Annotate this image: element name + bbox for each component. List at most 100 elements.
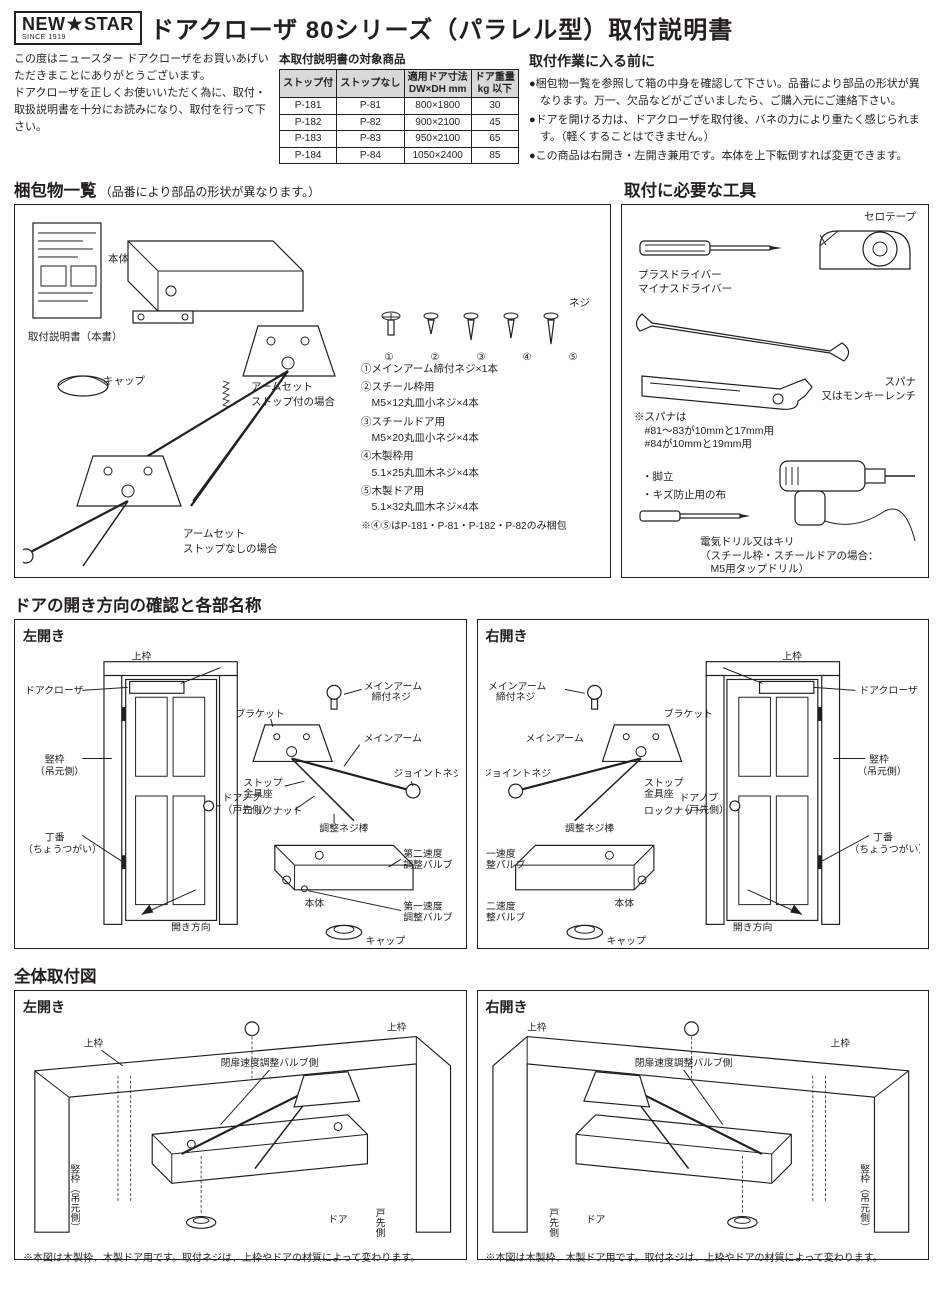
svg-text:調整ネジ棒: 調整ネジ棒 — [319, 821, 368, 834]
svg-text:ブラケット: ブラケット — [663, 707, 712, 720]
svg-text:竪枠（吊元側）: 竪枠（吊元側） — [857, 752, 906, 777]
svg-text:キャップ: キャップ — [606, 935, 646, 946]
svg-text:ストップ金具座: ストップ金具座 — [243, 777, 283, 800]
direction-right-head: 右開き — [486, 626, 921, 646]
logo: NEW★STAR SINCE 1919 — [14, 11, 142, 45]
spec-header: ドア重量 kg 以下 — [471, 70, 518, 98]
tools-panel: プラスドライバー マイナスドライバー セロテープ スパナ 又はモンキーレンチ ※… — [621, 204, 929, 578]
mount-right-panel: 右開き — [477, 990, 930, 1260]
svg-text:上枠: 上枠 — [387, 1021, 407, 1034]
lbl-upper-frame: 上枠 — [132, 650, 152, 663]
screw-num: ① — [383, 350, 396, 366]
intro-text: この度はニュースター ドアクローザをお買いあげいただきまことにありがとうございま… — [14, 51, 269, 167]
svg-text:開き方向: 開き方向 — [171, 920, 210, 933]
svg-text:ドア: ドア — [328, 1214, 348, 1225]
label-drill: 電気ドリル又はキリ （スチール枠・スチールドアの場合： M5用タップドリル） — [700, 536, 879, 577]
spec-cell: 45 — [471, 114, 518, 131]
svg-text:上枠: 上枠 — [527, 1021, 547, 1034]
screw-num: ③ — [475, 350, 488, 366]
svg-text:上枠: 上枠 — [84, 1036, 104, 1049]
direction-left-head: 左開き — [23, 626, 458, 646]
notes-list: ●梱包物一覧を参照して箱の中身を確認して下さい。品番により部品の形状が異なります… — [529, 76, 929, 165]
spec-header: ストップなし — [337, 70, 404, 98]
section-direction-title: ドアの開き方向の確認と各部名称 — [14, 592, 262, 616]
lbl-vframe: 竪枠（吊元側） — [35, 752, 109, 777]
mount-left-caption: ※本図は木製枠、木製ドア用です。取付ネジは、上枠やドアの材質によって変わります。 — [23, 1249, 458, 1264]
svg-text:メインアーム締付ネジ: メインアーム締付ネジ — [487, 680, 545, 703]
screw-num: ④ — [521, 350, 534, 366]
mount-right-caption: ※本図は木製枠、木製ドア用です。取付ネジは、上枠やドアの材質によって変わります。 — [486, 1249, 921, 1264]
svg-text:第一速度調整バルブ: 第一速度調整バルブ — [403, 899, 452, 923]
logo-text-b: STAR — [84, 14, 134, 34]
direction-left-svg: 上枠 ドアクローザ 竪枠（吊元側） 丁番（ちょうつがい） ドアノブ（戸先側） 開… — [23, 646, 458, 946]
page-title: ドアクローザ 80シリーズ（パラレル型）取付説明書 — [150, 10, 733, 45]
svg-text:第一速度調整バルブ: 第一速度調整バルブ — [486, 847, 526, 871]
mount-left-head: 左開き — [23, 997, 458, 1017]
lbl-closer: ドアクローザ — [25, 684, 84, 696]
spec-caption: 本取付説明書の対象商品 — [279, 51, 519, 67]
notes-title: 取付作業に入る前に — [529, 51, 929, 73]
svg-text:第二速度調整バルブ: 第二速度調整バルブ — [486, 899, 526, 923]
notes-item: ●梱包物一覧を参照して箱の中身を確認して下さい。品番により部品の形状が異なります… — [529, 76, 929, 110]
svg-text:ブラケット: ブラケット — [235, 707, 284, 720]
section-package-title: 梱包物一覧 — [14, 177, 97, 201]
svg-text:第二速度調整バルブ: 第二速度調整バルブ — [403, 847, 452, 871]
spec-cell: P-182 — [280, 114, 337, 131]
label-stand: ・脚立 — [642, 471, 674, 485]
svg-text:ロックナット: ロックナット — [243, 805, 302, 817]
svg-text:閉扉速度調整バルブ側: 閉扉速度調整バルブ側 — [634, 1056, 732, 1069]
screw-item: ③スチールドア用 M5×20丸皿小ネジ×4本 — [361, 414, 602, 447]
spec-cell: 800×1800 — [404, 98, 471, 115]
spec-cell: 65 — [471, 131, 518, 148]
mount-right-svg: 上枠 上枠 閉扉速度調整バルブ側 ドア 戸先側 竪枠（吊元側） — [486, 1017, 921, 1242]
svg-text:上枠: 上枠 — [830, 1036, 850, 1049]
svg-text:ジョイントネジ: ジョイントネジ — [486, 767, 551, 779]
mount-left-svg: 上枠 上枠 — [23, 1017, 458, 1242]
screw-numbers: ①②③④⑤ — [366, 350, 596, 366]
label-tape: セロテープ — [864, 211, 916, 225]
label-manual: 取付説明書（本書） — [28, 329, 123, 344]
svg-text:竪枠（吊元側）: 竪枠（吊元側） — [858, 1163, 870, 1232]
direction-right-panel: 右開き — [477, 619, 930, 949]
logo-star-icon: ★ — [67, 15, 84, 33]
svg-text:上枠: 上枠 — [782, 650, 802, 663]
screw-item: ②スチール枠用 M5×12丸皿小ネジ×4本 — [361, 379, 602, 412]
svg-text:本体: 本体 — [614, 897, 634, 910]
svg-text:メインアーム締付ネジ: メインアーム締付ネジ — [364, 680, 422, 703]
direction-left-panel: 左開き — [14, 619, 467, 949]
screw-note: ※④⑤はP-181・P-81・P-182・P-82のみ梱包 — [361, 519, 602, 535]
label-screws: ネジ — [569, 295, 590, 311]
spec-cell: 85 — [471, 147, 518, 164]
label-spanner-caption: ※スパナは #81〜83が10mmと17mm用 #84が10mmと19mm用 — [634, 411, 774, 452]
label-cloth: ・キズ防止用の布 — [642, 489, 726, 503]
svg-text:メインアーム: メインアーム — [364, 733, 422, 745]
screw-item: ⑤木製ドア用 5.1×32丸皿木ネジ×4本 — [361, 483, 602, 516]
label-driver: プラスドライバー マイナスドライバー — [638, 269, 732, 296]
svg-text:丁番（ちょうつがい）: 丁番（ちょうつがい） — [23, 831, 102, 855]
spec-cell: 950×2100 — [404, 131, 471, 148]
spec-cell: 30 — [471, 98, 518, 115]
table-row: P-181P-81800×180030 — [280, 98, 519, 115]
svg-text:調整ネジ棒: 調整ネジ棒 — [565, 821, 614, 834]
svg-text:竪枠（吊元側）: 竪枠（吊元側） — [68, 1163, 80, 1232]
logo-text-a: NEW — [22, 14, 66, 34]
spec-header: ストップ付 — [280, 70, 337, 98]
table-row: P-182P-82900×210045 — [280, 114, 519, 131]
label-arm-nostop: アームセット ストップなしの場合 — [183, 526, 278, 556]
package-panel: 取付説明書（本書） 本体 キャップ アームセット ストップ付の場合 アームセット… — [14, 204, 611, 578]
spec-cell: P-83 — [337, 131, 404, 148]
notes-item: ●この商品は右開き・左開き兼用です。本体を上下転倒すれば変更できます。 — [529, 148, 929, 165]
svg-text:戸先側: 戸先側 — [374, 1207, 386, 1237]
svg-text:開き方向: 開き方向 — [732, 920, 771, 933]
svg-text:戸先側: 戸先側 — [547, 1207, 559, 1237]
spec-cell: P-184 — [280, 147, 337, 164]
spec-cell: P-82 — [337, 114, 404, 131]
screws-illustration — [366, 310, 596, 350]
label-arm-stop: アームセット ストップ付の場合 — [251, 379, 335, 409]
section-tools-title: 取付に必要な工具 — [624, 177, 756, 201]
screw-num: ② — [429, 350, 442, 366]
spec-cell: P-183 — [280, 131, 337, 148]
logo-since: SINCE 1919 — [22, 34, 134, 41]
svg-text:キャップ: キャップ — [366, 935, 406, 946]
spec-table: ストップ付ストップなし適用ドア寸法 DW×DH mmドア重量 kg 以下 P-1… — [279, 69, 519, 164]
